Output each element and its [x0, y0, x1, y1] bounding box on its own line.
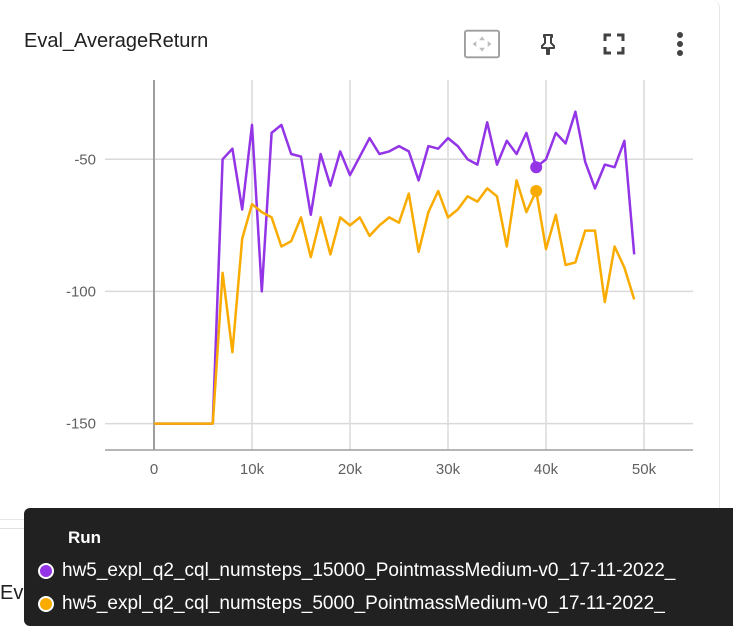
grid	[105, 80, 693, 450]
y-tick-label: -100	[66, 283, 96, 300]
axes	[105, 80, 693, 451]
more-vert-icon	[677, 32, 683, 56]
y-tick-label: -50	[74, 151, 96, 168]
chart-card: Eval_AverageReturn 0 10k 20k 30k 40k 50k -150 -…	[0, 0, 720, 520]
line-chart[interactable]: 0 10k 20k 30k 40k 50k -150 -100 -50	[0, 0, 720, 490]
run-name: hw5_expl_q2_cql_numsteps_15000_Pointmass…	[62, 560, 676, 581]
tooltip-row: hw5_expl_q2_cql_numsteps_15000_Pointmass…	[38, 559, 675, 583]
run-color-swatch	[38, 563, 54, 579]
highlight-markers	[530, 161, 543, 197]
x-tick-label: 0	[150, 461, 158, 478]
fullscreen-button[interactable]	[596, 26, 632, 62]
x-tick-label: 30k	[436, 461, 461, 478]
hover-point-series-1	[530, 161, 543, 174]
run-color-swatch	[38, 596, 54, 612]
series-lines	[154, 110, 636, 425]
more-options-button[interactable]	[662, 26, 698, 62]
pin-button[interactable]	[530, 26, 566, 62]
series-line-1	[154, 110, 636, 425]
pin-icon	[541, 34, 555, 55]
tick-labels: 0 10k 20k 30k 40k 50k -150 -100 -50	[66, 151, 657, 478]
y-tick-label: -150	[66, 416, 96, 433]
fit-domain-icon	[464, 29, 500, 59]
fit-domain-button[interactable]	[464, 26, 500, 62]
chart-title: Eval_AverageReturn	[24, 30, 209, 52]
hover-point-series-2	[530, 185, 543, 197]
run-tooltip: Run hw5_expl_q2_cql_numsteps_15000_Point…	[24, 508, 733, 626]
x-tick-label: 40k	[534, 461, 559, 478]
fullscreen-icon	[603, 33, 625, 55]
x-tick-label: 10k	[240, 461, 265, 478]
tooltip-row: hw5_expl_q2_cql_numsteps_5000_PointmassM…	[38, 592, 665, 616]
x-tick-label: 20k	[338, 461, 363, 478]
run-name: hw5_expl_q2_cql_numsteps_5000_PointmassM…	[62, 593, 665, 614]
x-tick-label: 50k	[632, 461, 657, 478]
tooltip-header: Run	[68, 528, 102, 547]
series-line-2	[154, 179, 636, 425]
